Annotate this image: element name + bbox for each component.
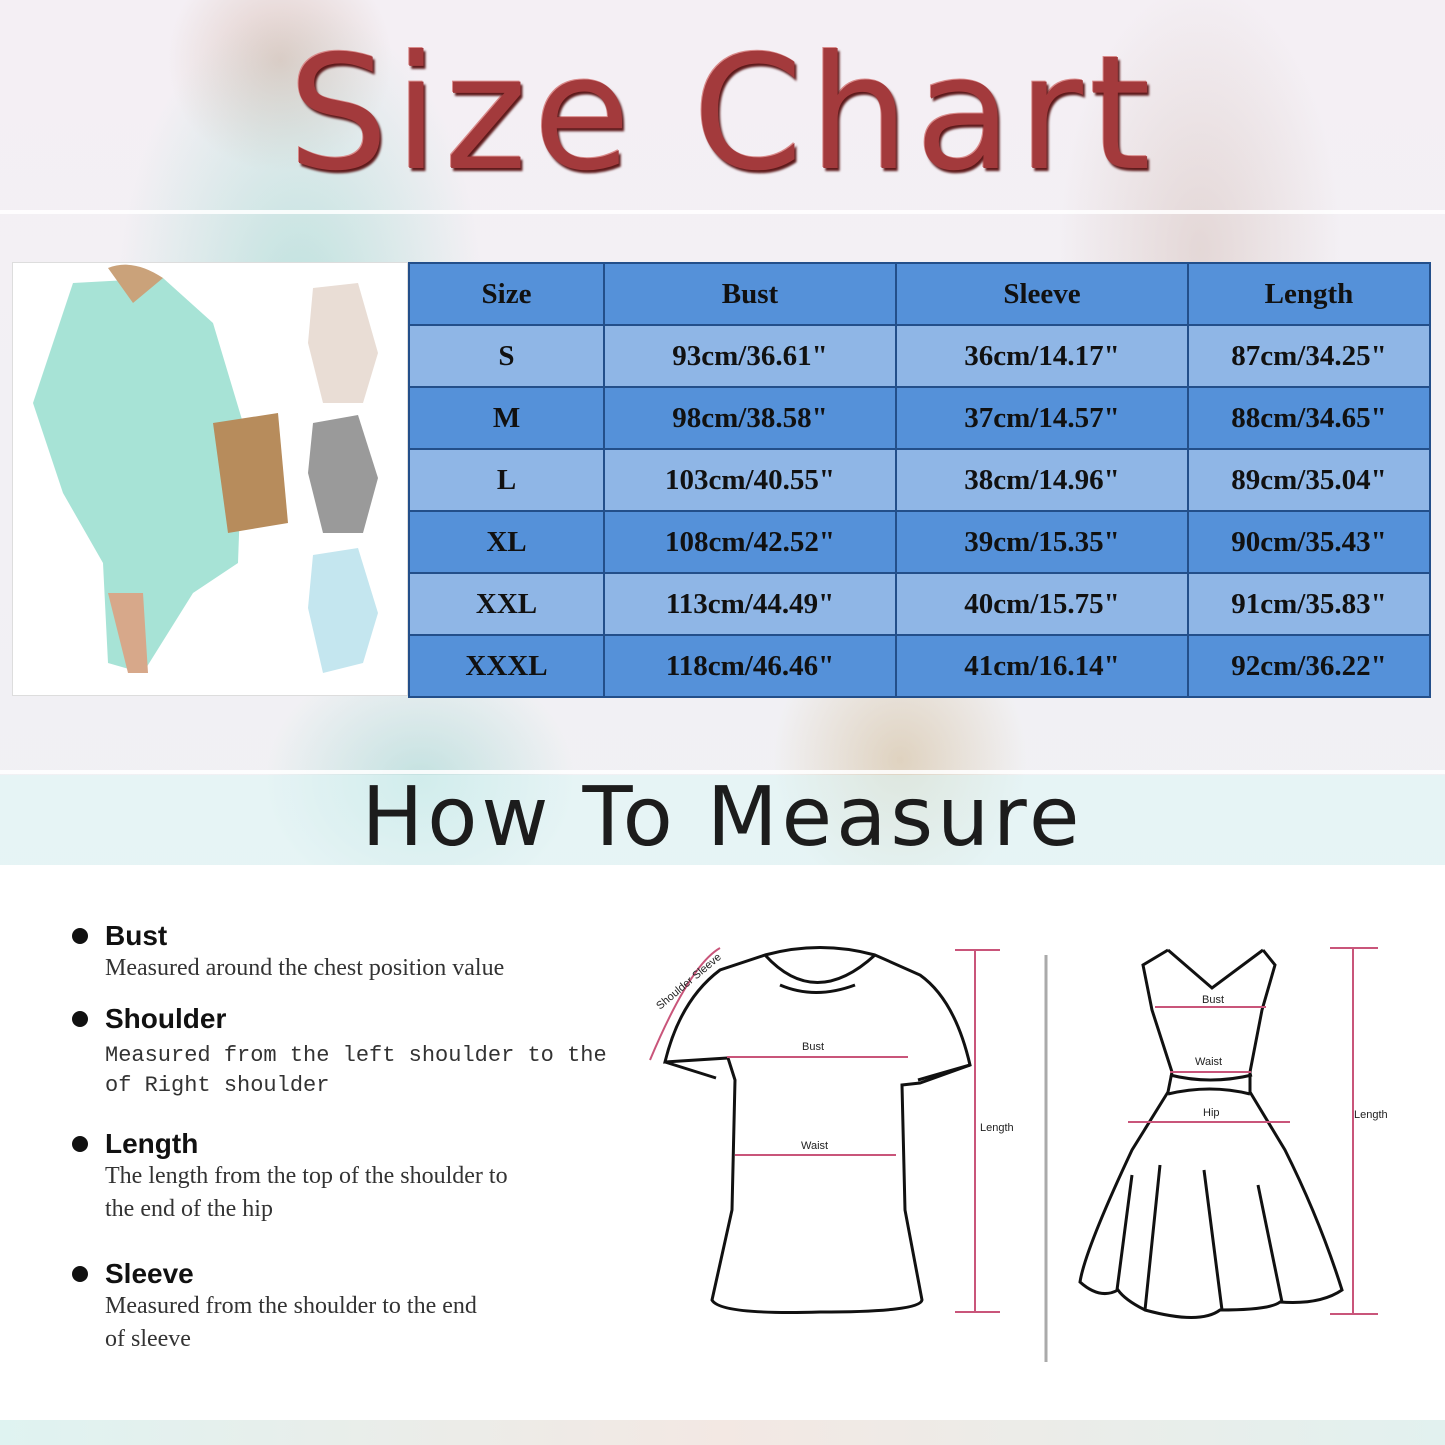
- cell: 41cm/16.14": [895, 634, 1189, 698]
- column-header-size: Size: [408, 262, 605, 326]
- table-header-row: Size Bust Sleeve Length: [408, 262, 1431, 326]
- tshirt-measure-lines: [649, 947, 1000, 1313]
- dress-length-label: Length: [1354, 1109, 1388, 1121]
- column-header-length: Length: [1187, 262, 1431, 326]
- measure-item-shoulder: Shoulder Measured from the left shoulder…: [72, 1003, 607, 1101]
- dress-drawing: [1078, 948, 1344, 1319]
- cell: 36cm/14.17": [895, 324, 1189, 388]
- tshirt-length-label: Length: [980, 1122, 1014, 1134]
- measure-section: [0, 865, 1445, 1420]
- table-row: XL 108cm/42.52" 39cm/15.35" 90cm/35.43": [408, 510, 1431, 574]
- measure-name: Shoulder: [105, 1003, 227, 1034]
- cell: 37cm/14.57": [895, 386, 1189, 450]
- bullet-icon: [72, 1011, 88, 1027]
- dress-hip-label: Hip: [1203, 1107, 1220, 1119]
- cell: S: [408, 324, 605, 388]
- cell: 118cm/46.46": [603, 634, 897, 698]
- bullet-icon: [72, 928, 88, 944]
- cell: 40cm/15.75": [895, 572, 1189, 636]
- cell: 113cm/44.49": [603, 572, 897, 636]
- bullet-icon: [72, 1266, 88, 1282]
- tshirt-bust-label: Bust: [802, 1041, 824, 1053]
- measure-name: Bust: [105, 920, 168, 951]
- tshirt-drawing: [663, 946, 972, 1314]
- measure-desc: of Right shoulder: [105, 1073, 330, 1098]
- measure-item-length: Length The length from the top of the sh…: [72, 1128, 508, 1226]
- cell: XL: [408, 510, 605, 574]
- page-title: Size Chart: [288, 22, 1157, 206]
- cell: 91cm/35.83": [1187, 572, 1431, 636]
- table-row: XXXL 118cm/46.46" 41cm/16.14" 92cm/36.22": [408, 634, 1431, 698]
- column-header-sleeve: Sleeve: [895, 262, 1189, 326]
- table-row: L 103cm/40.55" 38cm/14.96" 89cm/35.04": [408, 448, 1431, 512]
- column-header-bust: Bust: [603, 262, 897, 326]
- measure-name: Length: [105, 1128, 199, 1159]
- dress-measure-lines: [1128, 947, 1378, 1315]
- measure-item-bust: Bust Measured around the chest position …: [72, 920, 504, 985]
- cell: 89cm/35.04": [1187, 448, 1431, 512]
- measure-desc: Measured around the chest position value: [105, 955, 505, 981]
- bottom-photo-strip: [0, 1420, 1445, 1445]
- measure-name: Sleeve: [105, 1258, 194, 1289]
- cell: 103cm/40.55": [603, 448, 897, 512]
- dress-bust-label: Bust: [1202, 994, 1224, 1006]
- measure-item-sleeve: Sleeve Measured from the shoulder to the…: [72, 1258, 477, 1356]
- how-to-measure-banner: [0, 775, 1445, 865]
- measure-desc: Measured from the left shoulder to the: [105, 1043, 607, 1068]
- cell: 90cm/35.43": [1187, 510, 1431, 574]
- table-row: XXL 113cm/44.49" 40cm/15.75" 91cm/35.83": [408, 572, 1431, 636]
- measure-desc: Measured from the shoulder to the end: [105, 1293, 477, 1319]
- cell: M: [408, 386, 605, 450]
- cell: 39cm/15.35": [895, 510, 1189, 574]
- divider: [0, 770, 1445, 774]
- table-row: S 93cm/36.61" 36cm/14.17" 87cm/34.25": [408, 324, 1431, 388]
- measure-desc: of sleeve: [105, 1326, 191, 1352]
- cell: 93cm/36.61": [603, 324, 897, 388]
- divider: [0, 210, 1445, 214]
- cell: 92cm/36.22": [1187, 634, 1431, 698]
- dress-waist-label: Waist: [1195, 1056, 1222, 1068]
- cell: XXL: [408, 572, 605, 636]
- cell: 88cm/34.65": [1187, 386, 1431, 450]
- cell: 108cm/42.52": [603, 510, 897, 574]
- measure-desc: The length from the top of the shoulder …: [105, 1163, 508, 1189]
- product-photo: [12, 262, 408, 696]
- measure-desc: the end of the hip: [105, 1196, 273, 1222]
- cell: 98cm/38.58": [603, 386, 897, 450]
- tshirt-waist-label: Waist: [801, 1140, 828, 1152]
- size-table: Size Bust Sleeve Length S 93cm/36.61" 36cm…: [408, 262, 1431, 698]
- cell: 87cm/34.25": [1187, 324, 1431, 388]
- cell: L: [408, 448, 605, 512]
- how-to-measure-title: How To Measure: [361, 770, 1084, 865]
- cell: XXXL: [408, 634, 605, 698]
- table-row: M 98cm/38.58" 37cm/14.57" 88cm/34.65": [408, 386, 1431, 450]
- bullet-icon: [72, 1136, 88, 1152]
- cell: 38cm/14.96": [895, 448, 1189, 512]
